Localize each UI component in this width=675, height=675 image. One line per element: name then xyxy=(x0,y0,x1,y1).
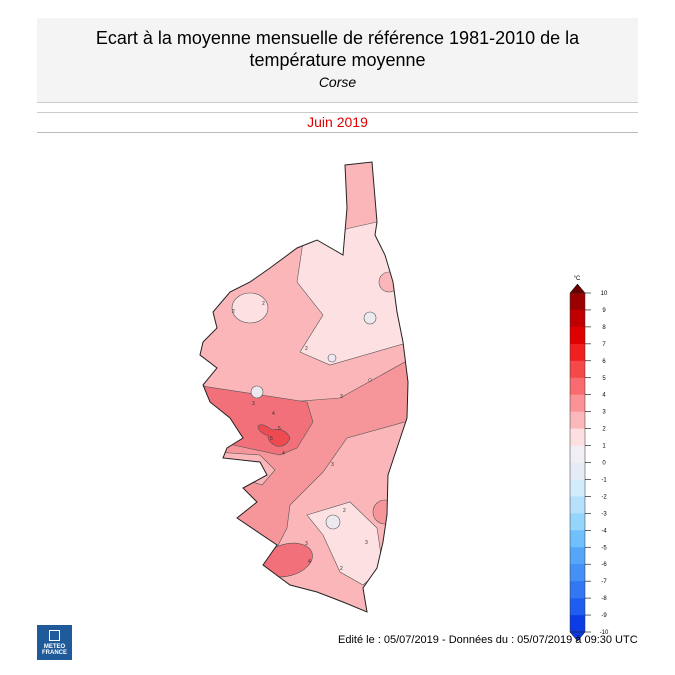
legend-swatch xyxy=(570,445,585,463)
contour-label: 4 xyxy=(282,451,285,457)
legend-tick-label: 10 xyxy=(601,291,608,297)
legend-tick-label: -6 xyxy=(601,562,607,568)
legend-swatch xyxy=(570,547,585,565)
title-line-2: température moyenne xyxy=(249,50,426,70)
legend-tick-label: 4 xyxy=(602,393,606,399)
meteo-france-emblem-icon xyxy=(49,630,60,641)
region-1-2-north xyxy=(296,221,408,366)
contour-label: 2 xyxy=(305,346,308,352)
legend-tick-label: -5 xyxy=(601,545,607,551)
legend-swatch xyxy=(570,462,585,480)
legend-swatch xyxy=(570,428,585,446)
legend-swatch xyxy=(570,581,585,599)
legend-swatch xyxy=(570,394,585,412)
region-0-1 xyxy=(327,353,337,363)
legend-tick-label: 6 xyxy=(602,359,606,365)
legend-arrow-top xyxy=(569,283,586,294)
legend-swatch xyxy=(570,513,585,531)
legend-swatch xyxy=(570,343,585,362)
legend-tick-label: -7 xyxy=(601,579,607,585)
legend-unit: °C xyxy=(574,276,581,282)
contour-label: 3 xyxy=(305,541,308,547)
legend-swatch xyxy=(570,309,585,328)
region-1-2-northwest xyxy=(231,292,269,324)
legend-swatch xyxy=(570,293,585,311)
legend-tick-label: 2 xyxy=(602,427,606,433)
legend-tick-label: 0 xyxy=(602,461,606,467)
region-0-1 xyxy=(325,514,341,530)
contour-label: 2 xyxy=(343,508,346,514)
contour-label: 5 xyxy=(278,426,281,432)
legend-tick-label: 7 xyxy=(602,342,606,348)
region-marker xyxy=(368,378,372,382)
contour-label: 4 xyxy=(272,411,275,417)
title: Ecart à la moyenne mensuelle de référenc… xyxy=(37,27,638,71)
legend-tick-label: 9 xyxy=(602,308,606,314)
region-3-4-east xyxy=(372,499,398,525)
legend-tick-label: -4 xyxy=(601,528,607,534)
legend-swatch xyxy=(570,530,585,548)
period-label: Juin 2019 xyxy=(37,112,638,133)
contour-label: 3 xyxy=(252,401,255,407)
contour-label: 2 xyxy=(262,301,265,307)
legend-tick-label: 5 xyxy=(602,376,606,382)
region-0-1 xyxy=(250,385,264,399)
legend-tick-label: 8 xyxy=(602,325,606,331)
legend-tick-label: 1 xyxy=(602,444,606,450)
legend-tick-label: -3 xyxy=(601,511,607,517)
contour-labels: 2 2 2 3 3 4 4 55 3 3 2 2 3 4 xyxy=(232,301,368,572)
contour-label: 3 xyxy=(331,462,334,468)
contour-label: 3 xyxy=(365,540,368,546)
legend-tick-label: 3 xyxy=(602,410,606,416)
legend-swatch xyxy=(570,411,585,429)
region-2-3-east xyxy=(378,271,400,293)
legend-swatch xyxy=(570,377,585,395)
legend-tick-label: -8 xyxy=(601,596,607,602)
legend-swatch xyxy=(570,564,585,582)
meteo-france-logo: METEO FRANCE xyxy=(37,625,72,660)
contour-label: 3 xyxy=(340,394,343,400)
region-name: Corse xyxy=(318,74,357,90)
contour-label: 2 xyxy=(340,566,343,572)
corsica-outline xyxy=(199,161,409,613)
legend-tick-label: -1 xyxy=(601,477,607,483)
legend-tick-label: -10 xyxy=(600,630,609,636)
legend-swatch xyxy=(570,598,585,616)
legend-swatch xyxy=(570,615,585,633)
edit-date-footer: Edité le : 05/07/2019 - Données du : 05/… xyxy=(338,634,638,646)
contour-label: 2 xyxy=(232,309,235,315)
contour-label: 5 xyxy=(270,436,273,442)
anomaly-regions xyxy=(200,162,408,612)
logo-line-1: METEO xyxy=(43,644,66,650)
legend-swatch xyxy=(570,496,585,514)
logo-line-2: FRANCE xyxy=(42,650,67,656)
legend-tick-label: -9 xyxy=(601,613,607,619)
region-0-1 xyxy=(363,311,377,325)
region-5-6 xyxy=(257,424,291,447)
title-line-1: Ecart à la moyenne mensuelle de référenc… xyxy=(95,28,580,48)
title-box: Ecart à la moyenne mensuelle de référenc… xyxy=(37,18,638,103)
legend-swatch xyxy=(570,326,585,345)
legend-swatch xyxy=(570,360,585,379)
legend-tick-label: -2 xyxy=(601,494,607,500)
contour-label: 4 xyxy=(308,559,311,565)
legend-swatch xyxy=(570,479,585,497)
